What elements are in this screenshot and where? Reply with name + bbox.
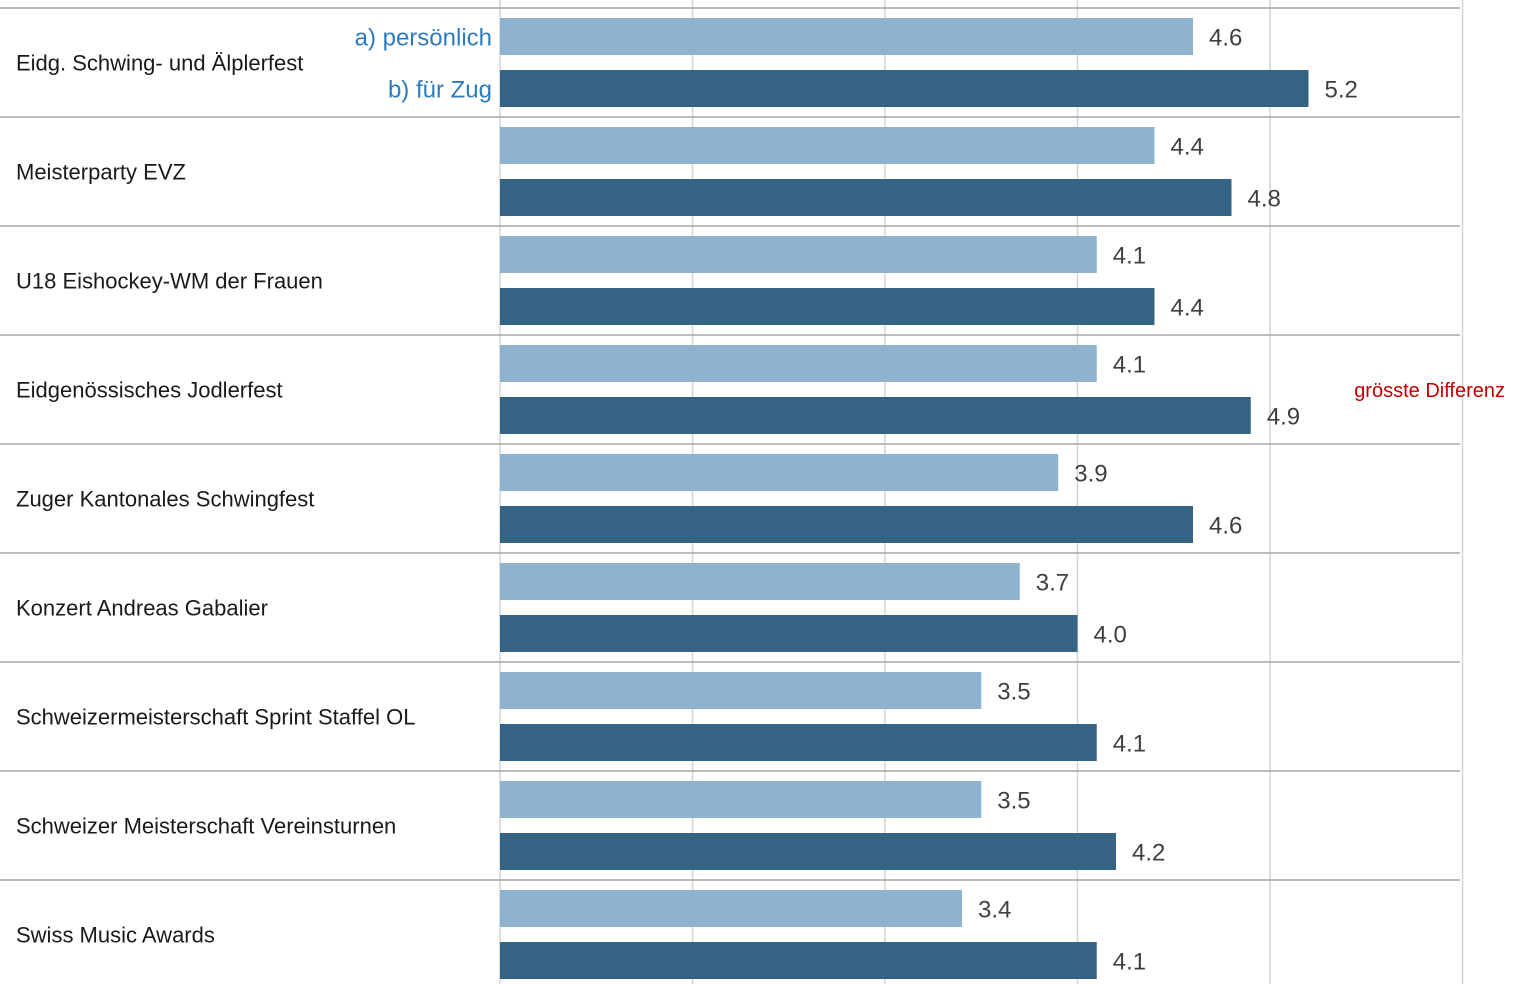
bar-persoenlich [500,672,982,709]
value-label: 4.0 [1094,622,1127,649]
bar-persoenlich [500,236,1097,273]
bar-persoenlich [500,563,1020,600]
annotation-label: grösste Differenz [1354,380,1505,402]
value-label: 3.9 [1074,461,1107,488]
category-label: Eidg. Schwing- und Älplerfest [16,51,303,76]
value-label: 4.1 [1113,949,1146,976]
category-label: Eidgenössisches Jodlerfest [16,378,283,403]
bar-fuer-zug [500,179,1232,216]
value-label: 5.2 [1325,77,1358,104]
value-label: 4.9 [1267,404,1300,431]
bar-persoenlich [500,345,1097,382]
category-separators [0,7,1460,881]
bar-persoenlich [500,127,1155,164]
labels: Eidg. Schwing- und Älplerfest 4.6 5.2 Meist… [16,25,1505,976]
bars [500,18,1309,979]
value-label: 3.4 [978,897,1011,924]
bar-fuer-zug [500,506,1193,543]
category-label: Meisterparty EVZ [16,160,186,185]
bar-fuer-zug [500,288,1155,325]
category-label: U18 Eishockey-WM der Frauen [16,269,323,294]
value-label: 4.8 [1248,186,1281,213]
value-label: 4.4 [1171,134,1204,161]
value-label: 4.4 [1171,295,1204,322]
value-label: 4.1 [1113,731,1146,758]
value-label: 4.2 [1132,840,1165,867]
bar-fuer-zug [500,70,1309,107]
category-label: Zuger Kantonales Schwingfest [16,487,314,512]
value-label: 4.1 [1113,243,1146,270]
legend-label: b) für Zug [388,77,492,104]
bar-fuer-zug [500,615,1078,652]
bar-persoenlich [500,781,982,818]
category-label: Schweizermeisterschaft Sprint Staffel OL [16,705,415,730]
value-label: 4.1 [1113,352,1146,379]
bar-fuer-zug [500,942,1097,979]
bar-fuer-zug [500,724,1097,761]
value-label: 3.7 [1036,570,1069,597]
legend-label: a) persönlich [355,25,492,52]
category-label: Konzert Andreas Gabalier [16,596,268,621]
category-label: Schweizer Meisterschaft Vereinsturnen [16,814,396,839]
bar-fuer-zug [500,397,1251,434]
value-label: 4.6 [1209,25,1242,52]
value-label: 3.5 [997,679,1030,706]
bar-persoenlich [500,890,962,927]
value-label: 4.6 [1209,513,1242,540]
bar-fuer-zug [500,833,1116,870]
bar-persoenlich [500,454,1059,491]
value-label: 3.5 [997,788,1030,815]
category-label: Swiss Music Awards [16,923,215,948]
bar-persoenlich [500,18,1193,55]
